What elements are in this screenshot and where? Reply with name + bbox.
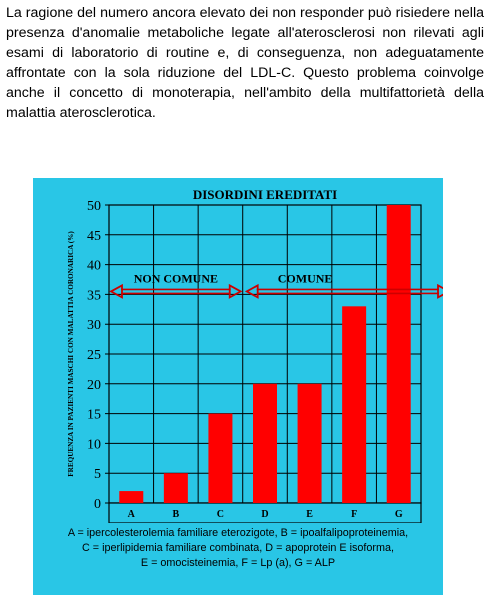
arrow-head-left — [109, 283, 123, 299]
x-tick-label: B — [173, 509, 180, 520]
y-tick-label: 20 — [87, 378, 101, 393]
caption-line: E = omocisteinemia, F = Lp (a), G = ALP — [140, 557, 336, 569]
bar — [386, 205, 411, 503]
bar — [253, 383, 277, 503]
x-tick-label: A — [128, 509, 136, 520]
caption-line: A = ipercolesterolemia familiare eterozi… — [67, 527, 409, 539]
y-tick-label: 40 — [87, 259, 101, 274]
bar — [119, 491, 144, 503]
arrow-head-right — [437, 283, 451, 299]
caption-line: C = iperlipidemia familiare combinata, D… — [81, 542, 395, 554]
chart-title: DISORDINI EREDITATI — [193, 187, 337, 202]
y-tick-label: 15 — [87, 408, 101, 423]
annotation-label: COMUNE — [278, 271, 333, 285]
arrow-head-left — [244, 283, 259, 299]
y-tick-label: 50 — [87, 199, 101, 214]
x-tick-label: G — [395, 509, 403, 520]
intro-paragraph: La ragione del numero ancora elevato dei… — [6, 5, 484, 121]
y-tick-label: 45 — [87, 229, 101, 244]
chart-legend-caption: A = ipercolesterolemia familiare eterozi… — [33, 526, 443, 571]
bar — [208, 413, 233, 503]
bar — [297, 383, 322, 503]
x-tick-label: F — [351, 509, 357, 520]
arrow-head-right — [228, 283, 243, 299]
y-tick-label: 0 — [94, 497, 101, 512]
y-axis-label: FREQUENZA IN PAZIENTI MASCHI CON MALATTI… — [67, 231, 75, 477]
y-tick-label: 30 — [87, 318, 101, 333]
y-tick-label: 10 — [87, 437, 101, 452]
chart-figure: 0 5 10 15 20 25 30 35 40 45 50 A B C D E F G DISORDINI ERE… — [33, 178, 451, 595]
annotation-arrow: COMUNE — [244, 271, 451, 299]
annotation-arrow: NON COMUNE — [109, 271, 243, 299]
x-tick-label: D — [261, 509, 268, 520]
x-tick-label: C — [217, 509, 224, 520]
bar — [342, 306, 367, 503]
y-tick-label: 25 — [87, 348, 101, 363]
y-tick-label: 35 — [87, 288, 101, 303]
x-tick-label: E — [306, 509, 313, 520]
bar — [163, 473, 188, 503]
bar-chart: 0 5 10 15 20 25 30 35 40 45 50 A B C D E F G DISORDINI ERE… — [67, 187, 451, 524]
annotation-label: NON COMUNE — [134, 271, 218, 285]
y-tick-label: 5 — [94, 467, 101, 482]
